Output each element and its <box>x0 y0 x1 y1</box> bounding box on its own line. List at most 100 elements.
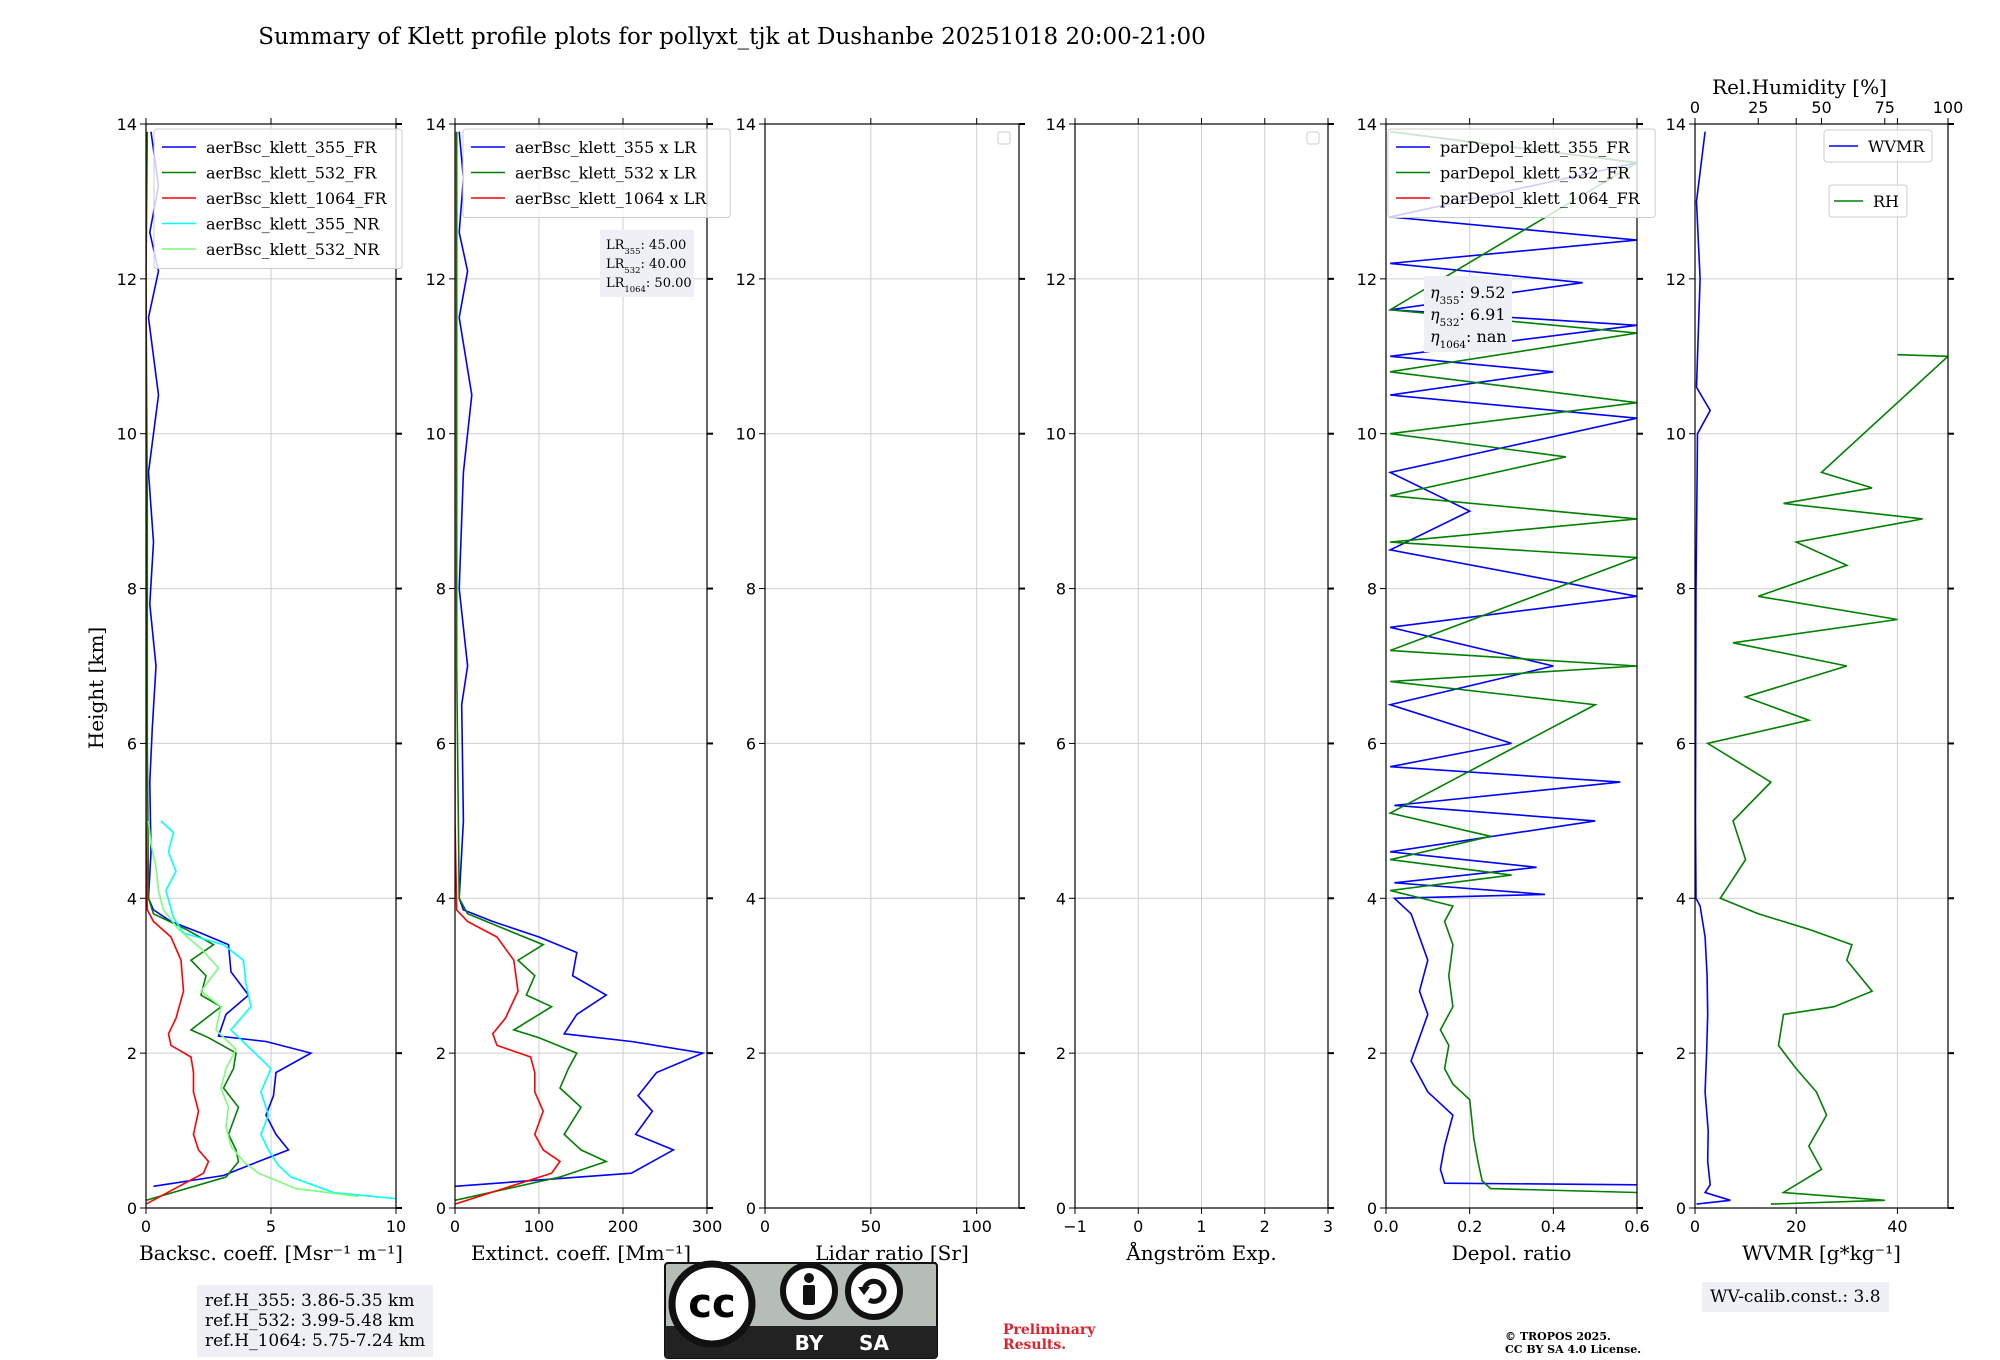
y-axis-label: Height [km] <box>84 627 108 749</box>
x-tick-label: 0 <box>450 1217 460 1236</box>
series-line-WVMR <box>1695 131 1731 1205</box>
y-tick-label: 2 <box>746 1044 756 1063</box>
y-tick-label: 10 <box>1046 425 1066 444</box>
by-label: BY <box>795 1331 824 1355</box>
annotation-value: : 40.00 <box>641 257 687 272</box>
x-tick-label: −1 <box>1063 1217 1087 1236</box>
plot-frame <box>454 123 708 1209</box>
x-tick-label: 300 <box>692 1217 723 1236</box>
y-tick-label: 10 <box>426 425 446 444</box>
annotation-base: η <box>1430 305 1440 324</box>
y-tick-label: 10 <box>1357 425 1377 444</box>
y-tick-label: 0 <box>746 1199 756 1218</box>
legend-label: parDepol_klett_532_FR <box>1440 164 1631 183</box>
y-tick-label: 2 <box>127 1044 137 1063</box>
legend-box <box>1823 129 1933 163</box>
legend-box <box>462 128 731 218</box>
legend-label: aerBsc_klett_532_NR <box>206 240 380 259</box>
annotation-box <box>600 230 694 297</box>
y-tick-label: 10 <box>736 425 756 444</box>
top-x-tick-label: 25 <box>1748 98 1768 117</box>
annotation-base: η <box>1430 327 1440 346</box>
y-tick-label: 14 <box>1357 115 1377 134</box>
legend-label: aerBsc_klett_355 x LR <box>515 138 697 157</box>
cc-logo-icon <box>668 1260 756 1348</box>
y-tick-label: 8 <box>746 580 756 599</box>
share-alike-icon <box>845 1262 903 1320</box>
legend-box <box>153 128 403 269</box>
annotation-base: LR <box>606 238 626 253</box>
x-axis-label: Lidar ratio [Sr] <box>815 1241 969 1265</box>
y-tick-label: 6 <box>127 734 137 753</box>
series-line-aerBsc_klett_1064_FR <box>146 131 210 1205</box>
x-tick-label: 0.0 <box>1373 1217 1398 1236</box>
y-tick-label: 0 <box>436 1199 446 1218</box>
wv-calibration-box: WV-calib.const.: 3.8 <box>1702 1282 1889 1312</box>
x-axis-label: WVMR [g*kg⁻¹] <box>1742 1241 1901 1265</box>
legend-label: aerBsc_klett_1064_FR <box>206 189 388 208</box>
cc-license-badge: cc BY SA <box>664 1260 938 1359</box>
empty-legend-box <box>1306 131 1320 145</box>
annotation-base: η <box>1430 283 1440 302</box>
panel-6: 0 20 40 0 2 4 6 8 10 12 14 WVMR [g*kg⁻¹] 0 25 50 75 100 R… <box>1666 75 1964 1265</box>
legend-label: aerBsc_klett_532_FR <box>206 164 377 183</box>
x-tick-label: 0 <box>1133 1217 1143 1236</box>
x-axis-label: Ångström Exp. <box>1125 1240 1276 1265</box>
series-line-parDepol_klett_355_FR <box>1387 130 1637 1186</box>
y-tick-label: 0 <box>1367 1199 1377 1218</box>
x-tick-label: 20 <box>1786 1217 1806 1236</box>
annotation-line: LR355: 45.00 <box>606 238 686 256</box>
annotation-line: η355: 9.52 <box>1430 283 1506 307</box>
legend-label: aerBsc_klett_355_NR <box>206 215 380 234</box>
y-tick-label: 12 <box>1666 270 1686 289</box>
y-tick-label: 6 <box>436 734 446 753</box>
y-tick-label: 10 <box>1666 425 1686 444</box>
panel-5: 0.0 0.2 0.4 0.6 0 2 4 6 8 10 12 14 Depol. ratio parDe… <box>1357 115 1656 1265</box>
series-line-aerBsc_klett_355_FR <box>147 131 314 1188</box>
y-tick-label: 0 <box>1056 1199 1066 1218</box>
x-tick-label: 0 <box>760 1217 770 1236</box>
y-tick-label: 6 <box>746 734 756 753</box>
y-tick-label: 12 <box>117 270 137 289</box>
panel-3: 0 50 100 0 2 4 6 8 10 12 14 Lidar ratio [Sr] <box>736 115 1025 1265</box>
y-tick-label: 14 <box>1666 115 1686 134</box>
annotation-value: : 9.52 <box>1459 283 1505 302</box>
figure-title: Summary of Klett profile plots for polly… <box>258 24 1206 50</box>
y-tick-label: 8 <box>1676 580 1686 599</box>
y-tick-label: 0 <box>127 1199 137 1218</box>
annotation-line: LR532: 40.00 <box>606 257 686 275</box>
y-tick-label: 10 <box>117 425 137 444</box>
legend-label: aerBsc_klett_355_FR <box>206 138 377 157</box>
annotation-line: LR1064: 50.00 <box>606 276 692 294</box>
y-tick-label: 4 <box>1367 889 1377 908</box>
legend-label: RH <box>1873 192 1899 211</box>
x-tick-label: 5 <box>266 1217 276 1236</box>
annotation-sub: 355 <box>1440 295 1460 307</box>
ref-height-532: ref.H_532: 3.99-5.48 km <box>205 1311 415 1331</box>
y-tick-label: 4 <box>1056 889 1066 908</box>
annotation-value: : nan <box>1466 327 1507 346</box>
y-tick-label: 8 <box>1367 580 1377 599</box>
annotation-sub: 532 <box>624 265 640 275</box>
preliminary-line-1: Preliminary <box>1003 1322 1096 1338</box>
annotation-sub: 1064 <box>1440 339 1467 351</box>
x-axis-label: Extinct. coeff. [Mm⁻¹] <box>471 1241 691 1265</box>
legend-label: parDepol_klett_1064_FR <box>1440 189 1641 208</box>
legend-label: aerBsc_klett_532 x LR <box>515 164 697 183</box>
panel-1: 0 5 10 0 2 4 6 8 10 12 14 Backsc. coeff. [Msr⁻¹ m⁻¹… <box>117 115 407 1265</box>
legend-label: parDepol_klett_355_FR <box>1440 138 1631 157</box>
top-x-tick-label: 50 <box>1811 98 1831 117</box>
copyright-line-2: CC BY SA 4.0 License. <box>1505 1343 1642 1356</box>
top-x-tick-label: 100 <box>1933 98 1964 117</box>
y-tick-label: 12 <box>736 270 756 289</box>
copyright-notice: © TROPOS 2025. CC BY SA 4.0 License. <box>1505 1330 1641 1356</box>
annotation-line: η532: 6.91 <box>1430 305 1506 329</box>
x-tick-label: 100 <box>961 1217 992 1236</box>
y-tick-label: 4 <box>1676 889 1686 908</box>
copyright-line-1: © TROPOS 2025. <box>1505 1330 1611 1343</box>
series-line-aerBsc_klett_355 x LR <box>455 131 706 1188</box>
y-tick-label: 14 <box>1046 115 1066 134</box>
annotation-base: LR <box>606 276 626 291</box>
y-tick-label: 8 <box>1056 580 1066 599</box>
